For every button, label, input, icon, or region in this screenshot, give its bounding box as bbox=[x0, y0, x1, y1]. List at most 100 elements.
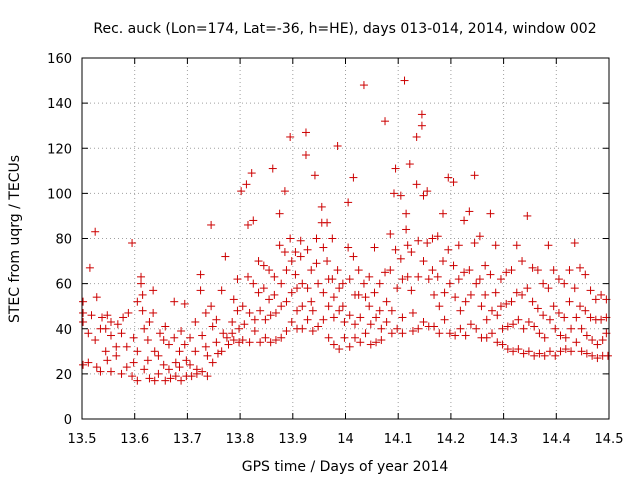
data-point bbox=[270, 272, 279, 281]
data-point bbox=[287, 257, 296, 266]
data-point bbox=[345, 311, 354, 320]
data-point bbox=[238, 302, 247, 311]
data-point bbox=[308, 327, 317, 336]
data-point bbox=[286, 132, 295, 141]
y-tick-labels: 0 20 40 60 80 100 120 140 160 bbox=[47, 52, 72, 428]
data-point bbox=[391, 164, 400, 173]
data-point bbox=[377, 336, 386, 345]
data-point bbox=[391, 245, 400, 254]
data-point bbox=[498, 324, 507, 333]
data-point bbox=[477, 302, 486, 311]
data-point bbox=[335, 284, 344, 293]
data-point bbox=[554, 275, 563, 284]
data-point bbox=[319, 243, 328, 252]
data-point bbox=[349, 252, 358, 261]
data-point bbox=[117, 369, 126, 378]
y-tick-label: 60 bbox=[55, 278, 72, 293]
data-point bbox=[324, 302, 333, 311]
data-point bbox=[312, 259, 321, 268]
data-point bbox=[414, 236, 423, 245]
data-point bbox=[570, 239, 579, 248]
data-point bbox=[310, 171, 319, 180]
data-point bbox=[186, 360, 195, 369]
data-point bbox=[408, 308, 417, 317]
data-point bbox=[344, 243, 353, 252]
data-point bbox=[293, 306, 302, 315]
data-point bbox=[250, 315, 259, 324]
data-point bbox=[402, 225, 411, 234]
data-point bbox=[445, 329, 454, 338]
data-point bbox=[354, 266, 363, 275]
data-point bbox=[535, 329, 544, 338]
data-point bbox=[129, 358, 138, 367]
data-point bbox=[503, 322, 512, 331]
data-point bbox=[350, 333, 359, 342]
data-point bbox=[466, 320, 475, 329]
data-point bbox=[261, 333, 270, 342]
data-point bbox=[523, 284, 532, 293]
data-point bbox=[488, 329, 497, 338]
data-point bbox=[301, 128, 310, 137]
data-point bbox=[544, 241, 553, 250]
data-point bbox=[282, 266, 291, 275]
data-point bbox=[403, 272, 412, 281]
data-point bbox=[540, 333, 549, 342]
data-point bbox=[372, 313, 381, 322]
data-point bbox=[349, 173, 358, 182]
data-point bbox=[402, 209, 411, 218]
data-point bbox=[507, 297, 516, 306]
data-point bbox=[180, 340, 189, 349]
data-point bbox=[333, 266, 342, 275]
data-point bbox=[196, 270, 205, 279]
data-point bbox=[591, 295, 600, 304]
data-point bbox=[303, 245, 312, 254]
data-point bbox=[449, 178, 458, 187]
data-point bbox=[524, 317, 533, 326]
y-tick-label: 120 bbox=[47, 142, 72, 157]
data-point bbox=[567, 347, 576, 356]
data-point bbox=[577, 324, 586, 333]
data-point bbox=[435, 302, 444, 311]
data-point bbox=[154, 369, 163, 378]
data-point bbox=[472, 279, 481, 288]
data-point bbox=[301, 151, 310, 160]
data-point bbox=[286, 234, 295, 243]
data-point bbox=[407, 248, 416, 257]
data-point bbox=[229, 295, 238, 304]
data-point bbox=[386, 229, 395, 238]
data-point bbox=[572, 313, 581, 322]
data-point bbox=[96, 367, 105, 376]
y-tick-label: 0 bbox=[64, 413, 72, 428]
data-point bbox=[254, 288, 263, 297]
y-tick-label: 20 bbox=[55, 368, 72, 383]
data-point bbox=[430, 322, 439, 331]
data-point bbox=[298, 302, 307, 311]
data-point bbox=[502, 299, 511, 308]
data-point bbox=[319, 288, 328, 297]
data-point bbox=[128, 372, 137, 381]
data-point bbox=[539, 279, 548, 288]
data-point bbox=[481, 261, 490, 270]
data-point bbox=[461, 297, 470, 306]
data-point bbox=[91, 227, 100, 236]
data-point bbox=[340, 317, 349, 326]
data-point bbox=[519, 349, 528, 358]
data-point bbox=[356, 313, 365, 322]
data-point bbox=[514, 315, 523, 324]
data-point bbox=[164, 365, 173, 374]
data-point bbox=[224, 340, 233, 349]
data-point bbox=[460, 268, 469, 277]
data-point bbox=[424, 275, 433, 284]
data-point bbox=[259, 261, 268, 270]
data-point bbox=[207, 220, 216, 229]
data-point bbox=[137, 279, 146, 288]
data-point bbox=[119, 313, 128, 322]
data-point bbox=[170, 333, 179, 342]
data-point bbox=[296, 236, 305, 245]
data-point bbox=[213, 349, 222, 358]
data-point bbox=[265, 295, 274, 304]
data-point bbox=[133, 347, 142, 356]
data-point bbox=[303, 284, 312, 293]
data-point bbox=[101, 347, 110, 356]
data-point bbox=[79, 297, 88, 306]
